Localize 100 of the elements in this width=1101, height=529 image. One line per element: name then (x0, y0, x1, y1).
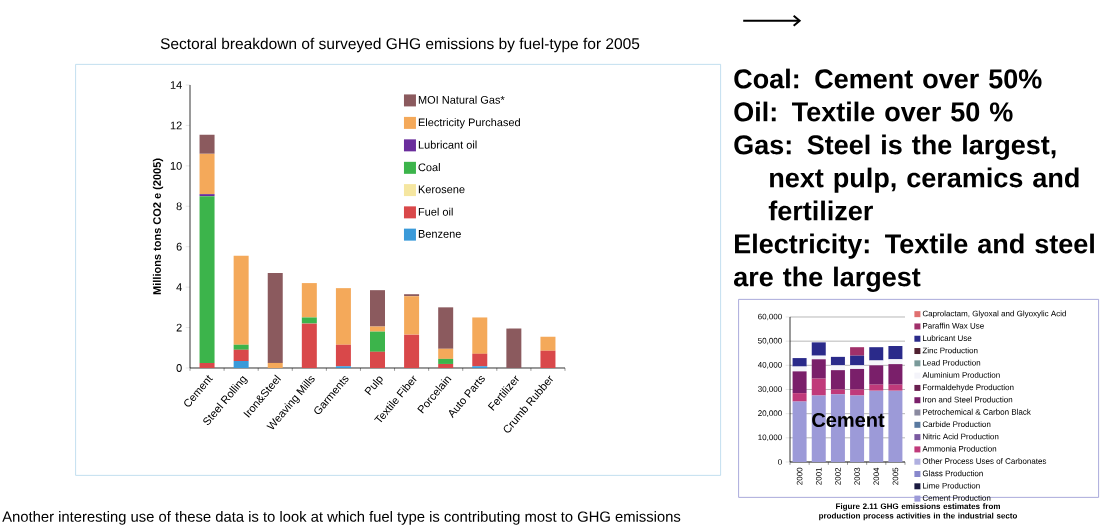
y-tick-label: 12 (170, 121, 182, 130)
bar (811, 342, 826, 356)
bar (888, 384, 903, 391)
bar (850, 365, 865, 369)
legend-label: Formaldehyde Production (923, 384, 1014, 392)
y-tick-label: 0 (176, 364, 182, 372)
bar (370, 290, 386, 327)
bar (199, 196, 215, 363)
text: Oil: Textile over 50 % (734, 101, 1013, 122)
text: Coal: Cement over 50% (734, 68, 1042, 89)
y-tick-label: 0 (778, 459, 782, 465)
bar (850, 355, 865, 366)
y-axis-title: Millions tons CO2 e (2005) (152, 158, 164, 295)
text: Gas: Steel is the largest, next pulp, ceramics and fertilizer (734, 134, 1079, 221)
bar (233, 349, 249, 361)
bar (335, 344, 351, 367)
x-tick-label: 2002 (835, 467, 841, 485)
legend-label: Lubricant oil (418, 140, 477, 149)
bar (404, 296, 420, 335)
legend-label: Caprolactam, Glyoxal and Glyoxylic Acid (922, 310, 1066, 318)
bar (888, 364, 903, 385)
legend-label: Electricity Purchased (418, 118, 520, 129)
legend-label: Paraffin Wax Use (923, 322, 984, 329)
x-tick-label: 2004 (873, 467, 880, 485)
legend-label: Glass Production (922, 470, 983, 477)
bar (472, 353, 488, 367)
bar (404, 294, 420, 297)
y-tick-label: 6 (176, 242, 182, 251)
y-tick-label: 2 (176, 323, 182, 332)
bar (335, 288, 351, 345)
x-tick-label: 2000 (796, 467, 803, 485)
bar (830, 389, 845, 395)
y-tick-label: 20,000 (758, 410, 782, 417)
bar (370, 331, 386, 352)
legend-label: Petrochemical & Carbon Black (923, 408, 1031, 415)
bar (267, 272, 283, 363)
bar (811, 359, 826, 379)
bar (233, 360, 249, 368)
bar (438, 348, 454, 359)
bar (869, 347, 884, 361)
bar (792, 393, 807, 402)
y-tick-label: 4 (176, 283, 182, 291)
bar (267, 362, 283, 368)
bar (792, 401, 807, 462)
legend-label: Nitric Acid Production (923, 433, 999, 440)
bar (301, 317, 317, 324)
bar (199, 362, 215, 368)
x-tick-label: 2001 (815, 467, 822, 485)
legend-label: Kerosene (418, 185, 465, 194)
bar (540, 336, 556, 351)
bar (199, 194, 215, 197)
legend-label: Iron and Steel Production (923, 396, 1013, 403)
bar (438, 307, 454, 349)
bar (869, 360, 884, 366)
bar (233, 255, 249, 345)
legend-label: MOI Natural Gas* (418, 95, 505, 104)
bar (301, 283, 317, 318)
bar (472, 317, 488, 354)
legend-label: Other Process Uses of Carbonates (922, 458, 1047, 464)
text: Electricity: Textile and steel are the largest (733, 233, 1094, 292)
bar (233, 344, 249, 350)
legend-label: Cement Production (922, 494, 991, 501)
caption: Figure 2.11 GHG emissions estimates from production process activities in the industrial secto (819, 503, 1018, 521)
y-tick-label: 40,000 (757, 362, 782, 369)
bar (199, 134, 215, 154)
legend-label: Carbide Production (922, 421, 991, 428)
legend-label: Lead Production (923, 359, 981, 366)
bar (850, 368, 865, 390)
legend-label: Lime Production (923, 482, 980, 489)
bar (830, 365, 845, 371)
bar (792, 371, 807, 394)
bar (869, 365, 884, 385)
legend-label: Zinc Production (922, 347, 978, 354)
bar (370, 351, 386, 368)
bar (301, 323, 317, 368)
legend-label: Benzene (418, 230, 461, 238)
legend-label: Ammonia Production (922, 445, 997, 452)
y-tick-label: 30,000 (758, 386, 782, 393)
bar (850, 347, 865, 356)
bar (811, 378, 826, 396)
bar (869, 384, 884, 391)
x-tick-label: 2003 (854, 467, 860, 485)
bar (888, 345, 903, 360)
y-tick-label: 50,000 (758, 337, 782, 345)
bar (830, 356, 845, 366)
bar (792, 358, 807, 367)
y-tick-label: 8 (176, 202, 182, 211)
chart-title: Sectoral breakdown of surveyed GHG emissions by fuel-type for 2005 (160, 37, 640, 53)
bar (199, 153, 215, 195)
x-tick-label: 2005 (892, 467, 899, 485)
bar (438, 358, 454, 364)
bar (888, 390, 903, 462)
text: Another interesting use of these data is to look at which fuel type is contributing most to GHG emissions (2, 510, 681, 525)
bar (888, 359, 903, 365)
bar (540, 350, 556, 368)
bar (850, 389, 865, 396)
y-tick-label: 10,000 (758, 434, 782, 442)
bar (506, 328, 522, 368)
y-tick-label: 60,000 (758, 313, 782, 321)
y-tick-label: 10 (170, 161, 182, 170)
